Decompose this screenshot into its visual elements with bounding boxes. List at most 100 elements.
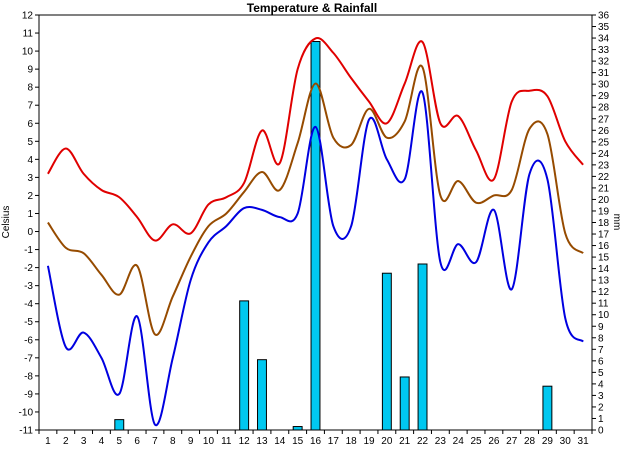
chart-title: Temperature & Rainfall [247, 1, 377, 15]
right-tick-label: 4 [598, 379, 604, 390]
left-tick-label: 3 [27, 173, 33, 184]
x-tick-label: 15 [292, 436, 304, 447]
series-line-mean [47, 64, 584, 336]
rainfall-bars [114, 41, 553, 431]
x-tick-label: 11 [221, 436, 232, 447]
rainfall-bar [381, 272, 392, 431]
right-tick-label: 36 [598, 11, 610, 22]
x-tick-label: 10 [203, 436, 215, 447]
rainfall-bar [257, 359, 267, 431]
right-tick-label: 15 [598, 253, 610, 264]
x-tick-label: 24 [453, 436, 465, 447]
left-tick-label: 10 [22, 47, 34, 58]
series-line-maximum [47, 37, 584, 242]
left-tick-label: -4 [24, 299, 33, 310]
x-tick-label: 31 [578, 436, 590, 447]
x-tick-label: 14 [274, 436, 286, 447]
left-tick-label: -3 [24, 281, 33, 292]
right-tick-label: 14 [598, 264, 610, 275]
right-tick-label: 22 [598, 172, 610, 183]
left-tick-label: 1 [27, 209, 33, 220]
x-tick-label: 7 [152, 436, 158, 447]
x-tick-label: 2 [63, 436, 69, 447]
x-tick-label: 25 [470, 436, 482, 447]
right-axis: 0123456789101112131415161718192021222324… [592, 11, 610, 437]
left-tick-label: -7 [24, 353, 33, 364]
x-tick-label: 1 [45, 436, 51, 447]
left-axis-label: Celsius [1, 206, 12, 239]
right-tick-label: 3 [598, 391, 604, 402]
left-tick-label: -8 [24, 371, 33, 382]
x-tick-label: 21 [399, 436, 411, 447]
rainfall-bar [292, 426, 303, 431]
left-tick-label: -9 [24, 389, 33, 400]
x-tick-label: 17 [328, 436, 340, 447]
x-tick-label: 28 [524, 436, 536, 447]
right-tick-label: 13 [598, 276, 610, 287]
x-tick-label: 22 [417, 436, 429, 447]
left-tick-label: -6 [24, 335, 33, 346]
left-tick-label: -5 [24, 317, 33, 328]
right-tick-label: 0 [598, 426, 604, 437]
right-tick-label: 30 [598, 80, 610, 91]
x-tick-label: 29 [542, 436, 554, 447]
rainfall-bar [542, 385, 553, 431]
rainfall-bar [417, 263, 428, 431]
right-tick-label: 27 [598, 114, 610, 125]
right-tick-label: 32 [598, 57, 610, 68]
right-tick-label: 19 [598, 206, 610, 217]
left-tick-label: 4 [27, 155, 33, 166]
x-tick-label: 6 [134, 436, 140, 447]
right-tick-label: 34 [598, 34, 610, 45]
rainfall-bar [239, 300, 250, 431]
right-tick-label: 1 [598, 414, 604, 425]
right-tick-label: 23 [598, 160, 610, 171]
left-tick-label: 8 [27, 83, 33, 94]
x-tick-label: 4 [99, 436, 105, 447]
right-tick-label: 25 [598, 137, 610, 148]
right-tick-label: 28 [598, 103, 610, 114]
right-tick-label: 33 [598, 45, 610, 56]
x-tick-label: 5 [116, 436, 122, 447]
right-tick-label: 5 [598, 368, 604, 379]
right-tick-label: 26 [598, 126, 610, 137]
x-tick-label: 30 [560, 436, 572, 447]
x-axis: 1 2 3 4 5 6 7 8 9 10 11 12 13 14 15 16 17 18 19 20 21 22 23 24 2… [38, 430, 593, 447]
left-tick-label: -10 [19, 407, 34, 418]
x-tick-label: 27 [506, 436, 518, 447]
left-tick-label: 9 [27, 65, 33, 76]
left-tick-label: 0 [27, 227, 33, 238]
left-tick-label: 5 [27, 137, 33, 148]
right-tick-label: 31 [598, 68, 610, 79]
right-tick-label: 17 [598, 230, 610, 241]
rainfall-bar [399, 376, 410, 431]
right-tick-label: 8 [598, 333, 604, 344]
right-tick-label: 24 [598, 149, 610, 160]
series-line-minimum [46, 90, 584, 427]
rainfall-bar [114, 419, 125, 431]
x-tick-label: 20 [381, 436, 393, 447]
right-tick-label: 12 [598, 287, 610, 298]
left-tick-label: -2 [24, 263, 33, 274]
x-tick-label: 12 [239, 436, 251, 447]
left-tick-label: -1 [24, 245, 33, 256]
x-tick-label: 13 [256, 436, 268, 447]
x-tick-label: 16 [310, 436, 322, 447]
right-tick-label: 10 [598, 310, 610, 321]
left-tick-label: -11 [19, 426, 33, 437]
x-tick-label: 9 [188, 436, 194, 447]
right-axis-label: mm [611, 214, 622, 231]
x-tick-label: 26 [488, 436, 500, 447]
left-tick-label: 6 [27, 119, 33, 130]
right-tick-label: 6 [598, 356, 604, 367]
left-tick-label: 2 [27, 191, 33, 202]
right-tick-label: 18 [598, 218, 610, 229]
x-tick-label: 23 [435, 436, 447, 447]
x-tick-label: 19 [363, 436, 375, 447]
temperature-lines [46, 37, 584, 427]
right-tick-label: 11 [598, 299, 609, 310]
left-tick-label: 11 [23, 29, 34, 40]
right-tick-label: 9 [598, 322, 604, 333]
